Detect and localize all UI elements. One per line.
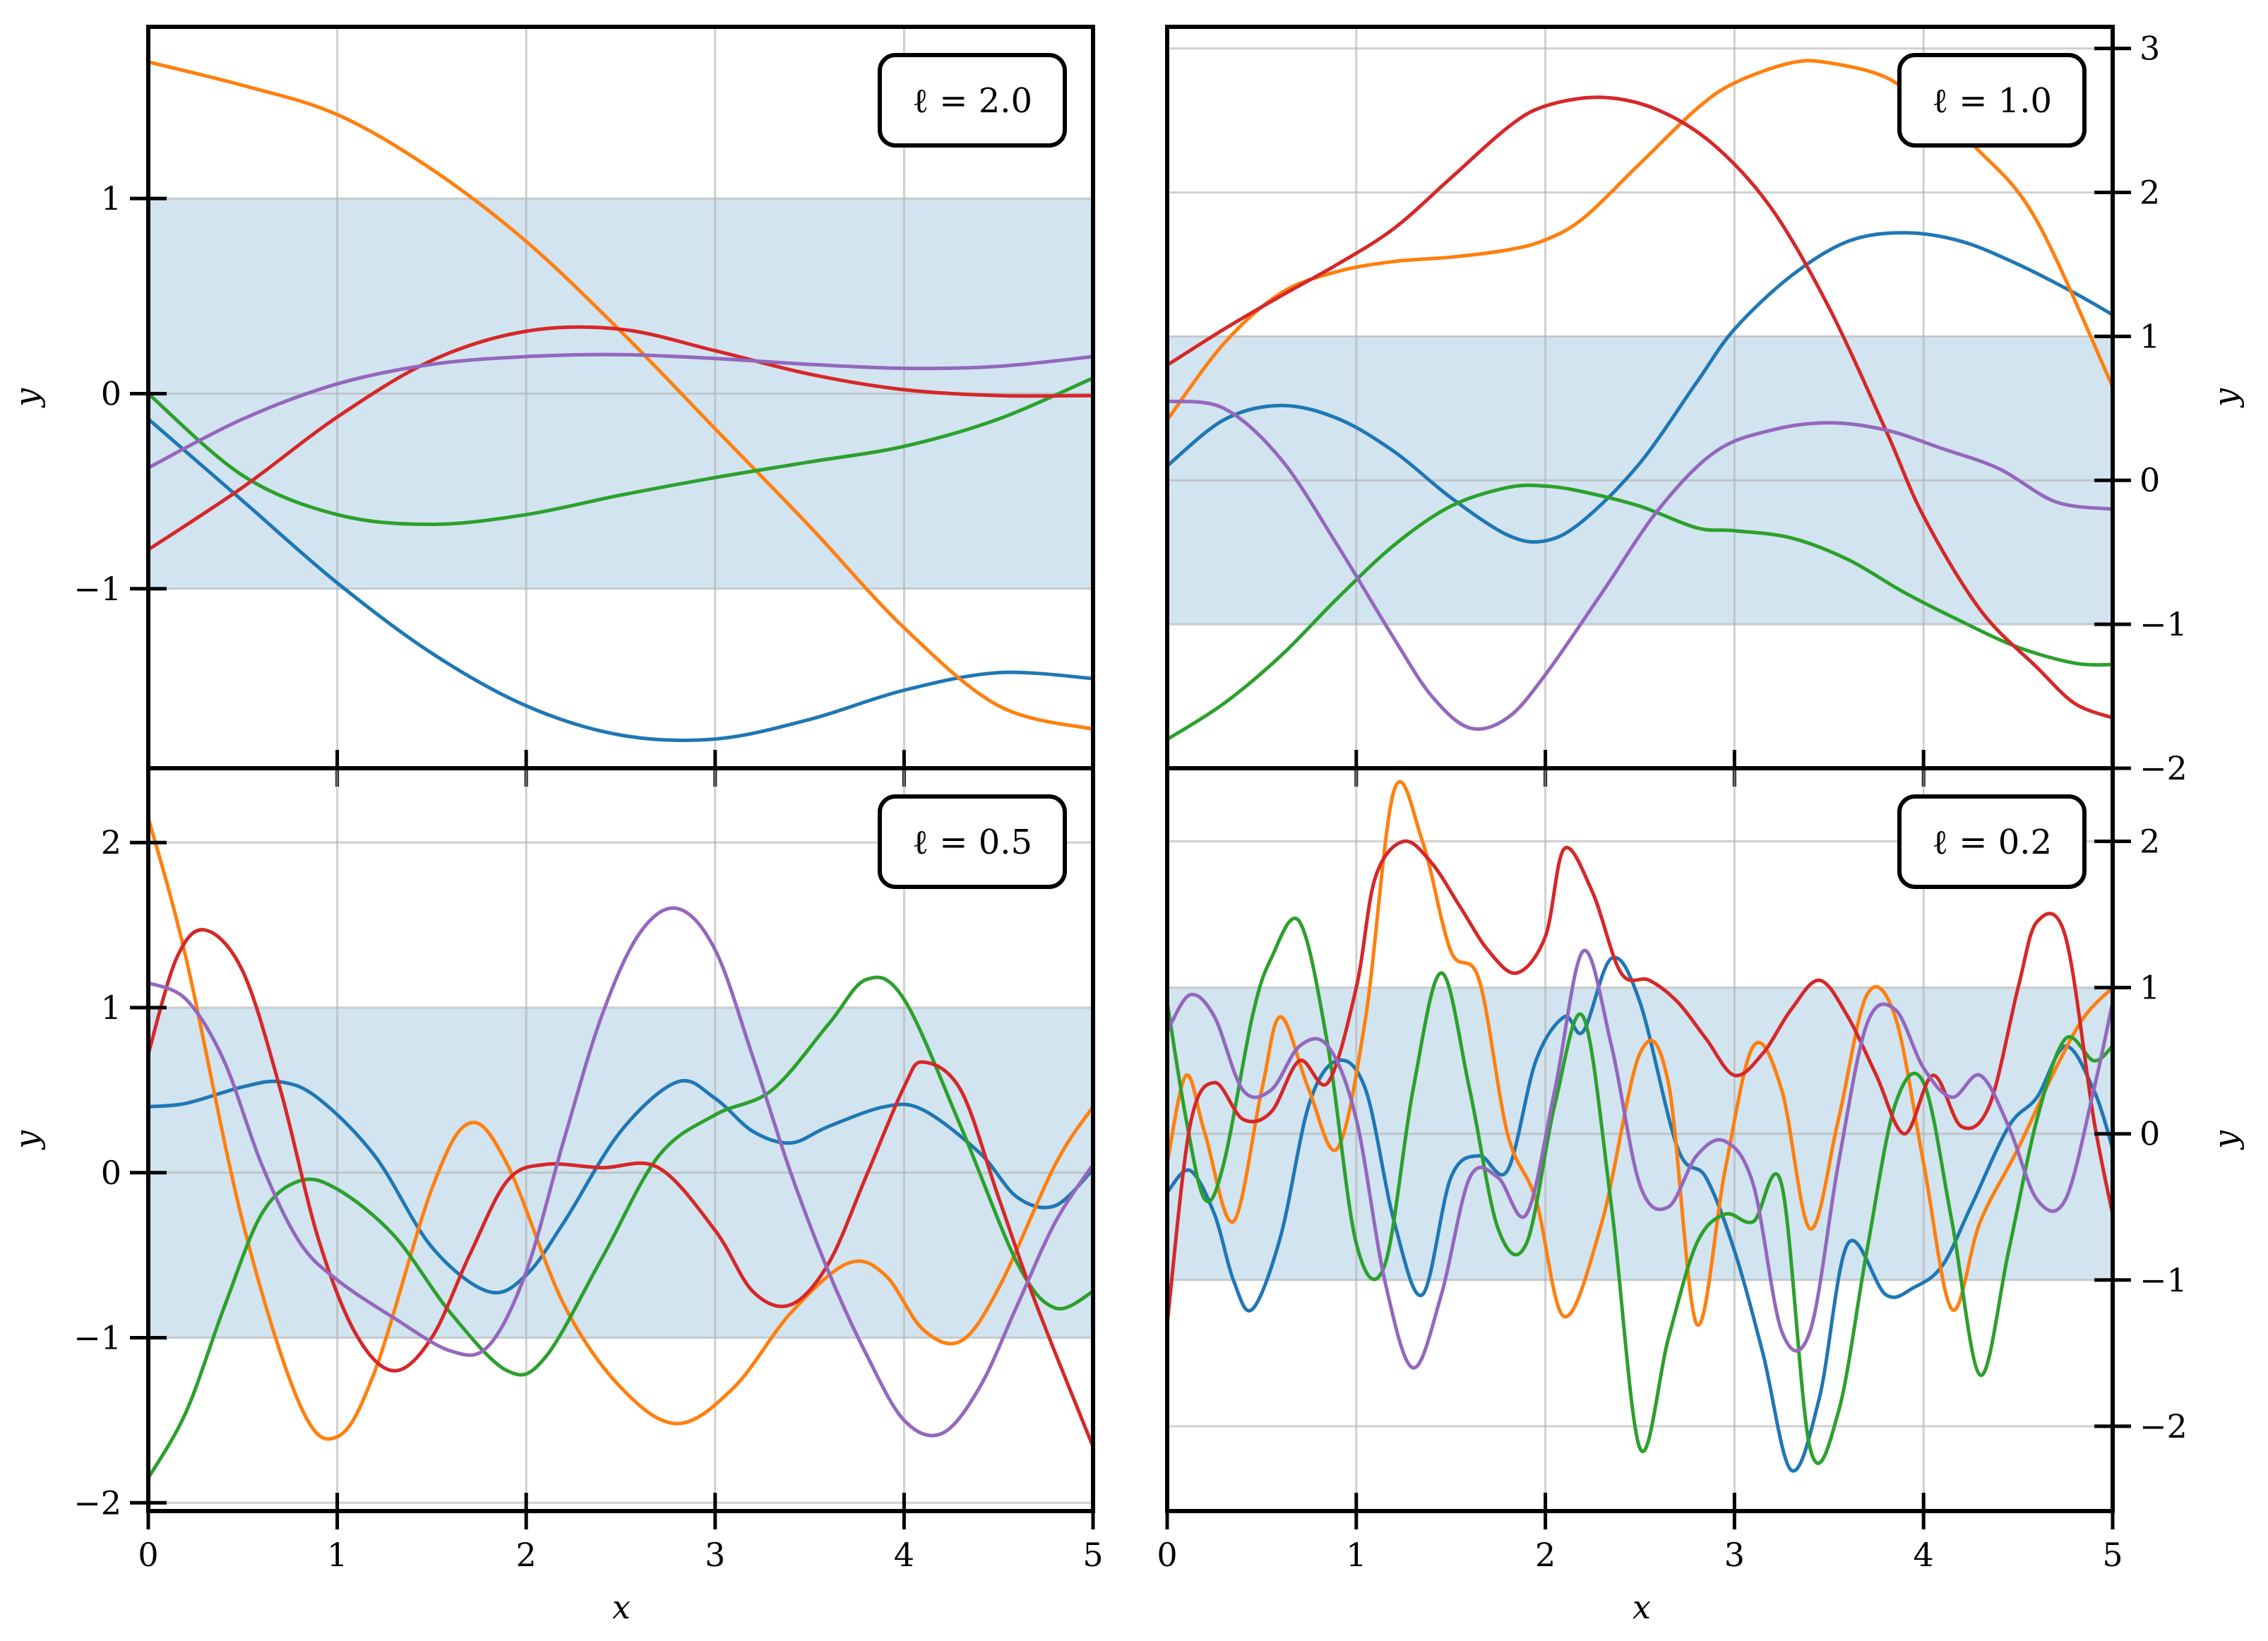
x-tick-label: 4 (1914, 1536, 1934, 1574)
series-line-3 (148, 975, 1093, 1480)
series-line-3 (148, 376, 1093, 527)
y-tick-label: −1 (73, 1319, 121, 1357)
x-axis-label-left: x (612, 1588, 631, 1626)
y-tick-label: −1 (73, 570, 121, 608)
panel-length-scale-0-2: −2 −1 0 1 2 y 0 1 2 3 4 5 ℓ = 0.2 (1157, 766, 2245, 1574)
series-line-5 (148, 906, 1093, 1438)
annotation-box (878, 794, 1067, 889)
x-tick-label: 3 (705, 1536, 725, 1574)
panel-length-scale-0-5: −2 −1 0 1 2 y 0 1 2 3 4 5 ℓ = 0.5 (8, 766, 1104, 1574)
axes-frame (1165, 766, 2115, 1513)
x-tick-label: 3 (1724, 1536, 1745, 1574)
x-tick-label: 1 (327, 1536, 347, 1574)
series-line-1 (148, 417, 1093, 743)
panel-length-scale-1-0: −2 −1 0 1 2 3 y ℓ = 1.0 (1165, 25, 2245, 787)
y-tick-label: 1 (101, 179, 121, 217)
y-tick-label: 2 (101, 823, 121, 861)
y-tick-label: 1 (101, 989, 121, 1027)
series-line-3 (1167, 483, 2113, 741)
y-tick-label: 0 (101, 1154, 121, 1192)
series-group (1167, 59, 2113, 741)
annotation-text: ℓ = 0.5 (912, 823, 1032, 862)
series-line-3 (1167, 917, 2113, 1465)
annotation-box (1897, 53, 2087, 148)
y-axis-label: y (2207, 388, 2245, 408)
y-tick-label: 2 (2139, 823, 2160, 861)
x-tick-label: 4 (894, 1536, 914, 1574)
y-tick-label: −1 (2139, 1261, 2188, 1299)
y-tick-label: 2 (2139, 173, 2160, 211)
x-tick-label: 5 (2102, 1536, 2123, 1574)
x-tick-label: 2 (516, 1536, 537, 1574)
annotation-box (878, 53, 1067, 148)
series-line-1 (148, 1079, 1093, 1295)
series-group (1167, 780, 2113, 1473)
series-line-4 (148, 928, 1093, 1449)
axes-frame (146, 766, 1095, 1513)
series-line-4 (1167, 839, 2113, 1326)
annotation-box (1897, 794, 2087, 889)
y-tick-label: 1 (2139, 317, 2160, 355)
y-tick-label: −1 (2139, 605, 2188, 643)
series-line-1 (1167, 955, 2113, 1473)
x-tick-label: 2 (1535, 1536, 1556, 1574)
series-line-4 (148, 325, 1093, 551)
series-line-5 (1167, 399, 2113, 732)
y-tick-label: 1 (2139, 969, 2160, 1007)
y-tick-label: 0 (101, 374, 121, 412)
panel-length-scale-2-0: −1 0 1 y ℓ = 2.0 (8, 25, 1095, 787)
series-line-2 (148, 60, 1093, 732)
annotation-text: ℓ = 1.0 (1932, 81, 2052, 121)
x-tick-label: 0 (1157, 1536, 1177, 1574)
y-tick-label: 0 (2139, 1115, 2160, 1153)
series-line-5 (1167, 948, 2113, 1370)
y-axis-label: y (8, 388, 46, 408)
x-axis-label-right: x (1633, 1588, 1651, 1626)
series-line-4 (1167, 95, 2113, 720)
x-tick-label: 5 (1082, 1536, 1103, 1574)
y-tick-label: −2 (73, 1484, 121, 1522)
y-tick-label: −2 (2139, 1407, 2188, 1445)
x-tick-label: 0 (138, 1536, 158, 1574)
annotation-text: ℓ = 2.0 (912, 81, 1032, 121)
annotation-text: ℓ = 0.2 (1932, 823, 2052, 862)
y-axis-label: y (8, 1130, 46, 1150)
y-tick-label: −2 (2139, 749, 2188, 787)
y-tick-label: 0 (2139, 461, 2160, 499)
series-line-2 (148, 816, 1093, 1441)
series-group (148, 60, 1093, 743)
y-axis-label: y (2207, 1130, 2245, 1150)
x-tick-label: 1 (1346, 1536, 1366, 1574)
series-line-1 (1167, 231, 2113, 544)
y-tick-label: 3 (2139, 30, 2160, 68)
series-line-5 (148, 352, 1093, 470)
series-group (148, 816, 1093, 1480)
